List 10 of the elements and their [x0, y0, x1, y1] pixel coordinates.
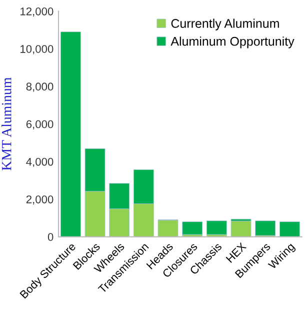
- y-tick-label: 10,000: [20, 45, 54, 54]
- y-tick-label: 4,000: [26, 158, 54, 168]
- y-tick-label: 2,000: [26, 195, 54, 205]
- y-axis-title: KMT Aluminum: [2, 77, 12, 170]
- y-tick-label: 12,000: [20, 7, 54, 17]
- y-tick-label: 0: [48, 233, 54, 241]
- legend-label: Currently Aluminum: [171, 18, 279, 30]
- legend-label: Aluminum Opportunity: [170, 36, 294, 48]
- y-tick-label: 8,000: [26, 82, 54, 92]
- y-tick-label: 6,000: [26, 120, 54, 130]
